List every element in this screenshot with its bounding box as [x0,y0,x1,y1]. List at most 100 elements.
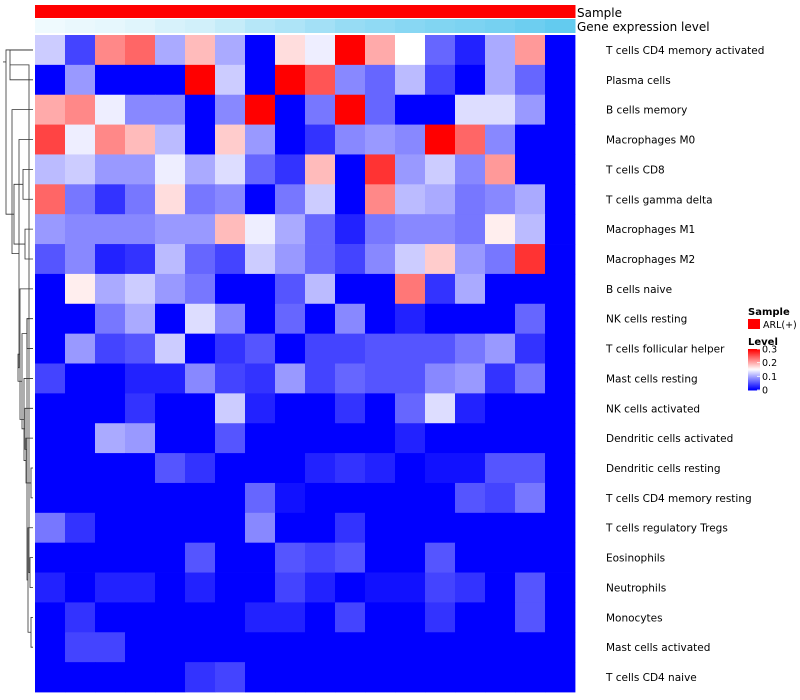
heatmap-cell [35,273,66,305]
heatmap-cell [245,423,276,454]
heatmap-cell [215,632,246,663]
expression-annotation-cell [65,19,96,33]
heatmap-cell [515,453,546,484]
heatmap-cell [125,542,156,573]
heatmap-cell [65,632,96,663]
heatmap-cell [545,363,576,394]
row-label: Eosinophils [606,553,665,565]
heatmap-cell [155,542,186,573]
column-annotations: Sample Gene expression level [35,5,710,34]
heatmap-cell [95,154,126,185]
legend-bar-segment [748,375,760,378]
expression-annotation-cell [365,19,396,33]
expression-annotation-cell [485,19,516,33]
heatmap-cell [125,453,156,484]
heatmap-row [35,184,576,215]
heatmap-cell [215,662,246,693]
heatmap-cell [95,363,126,394]
sample-annotation-bar [35,5,576,18]
row-label: Macrophages M0 [606,135,695,147]
heatmap-cell [245,482,276,514]
row-label: Mast cells activated [606,642,710,654]
heatmap-cell [395,632,426,663]
heatmap-cell [65,482,96,514]
heatmap-cell [125,303,156,335]
legend-bar-segment [748,361,760,363]
heatmap-cell [125,333,156,364]
heatmap-cell [305,154,336,185]
heatmap-cell [95,482,126,514]
sample-annotation-cell [395,5,426,18]
heatmap-cell [545,662,576,693]
heatmap-cell [95,542,126,573]
heatmap-row [35,333,576,364]
heatmap-cell [275,303,306,335]
heatmap-cell [485,184,516,215]
expression-annotation-cell [305,19,336,33]
legend-bar-segment [748,350,760,352]
heatmap-cell [365,35,396,66]
legend-bar-segment [748,387,760,390]
heatmap-cell [365,184,396,215]
legend-bar-segment [748,369,760,372]
heatmap-cell [155,154,186,185]
heatmap-cell [185,363,216,394]
heatmap-cell [485,662,516,693]
heatmap-cell [485,572,516,603]
dendrogram-branch [30,616,33,648]
expression-annotation-cell [95,19,126,33]
heatmap-cell [275,273,306,305]
heatmap-cell [485,363,516,394]
heatmap-cell [35,244,66,275]
heatmap-cell [65,662,96,693]
heatmap-cell [35,393,66,424]
legend-bar-segment [748,382,760,385]
heatmap-cell [335,333,366,364]
legend-bar-segment [748,377,760,380]
heatmap-cell [35,423,66,454]
heatmap-cell [65,64,96,96]
heatmap-cell [125,64,156,96]
expression-annotation-cell [245,19,276,33]
heatmap-cell [425,512,456,544]
heatmap-cell [395,94,426,125]
heatmap-cell [335,572,366,603]
heatmap-cell [215,393,246,424]
heatmap-cell [245,333,276,364]
heatmap-row [35,124,576,155]
heatmap-cell [365,303,396,335]
heatmap-cell [305,273,336,305]
heatmap-cell [395,35,426,66]
heatmap-cell [95,124,126,155]
heatmap-cell [395,363,426,394]
heatmap-cell [365,512,396,544]
heatmap-cell [65,572,96,603]
heatmap-cell [155,453,186,484]
heatmap-cell [215,64,246,96]
legend-bar-segment [748,376,760,379]
sample-annotation-cell [425,5,456,18]
legend-sample-swatch [748,319,760,329]
heatmap-cell [215,453,246,484]
heatmap-cell [425,602,456,633]
legend-bar-segment [748,380,760,383]
heatmap-cell [245,602,276,633]
legend-bar-segment [748,385,760,388]
heatmap-cell [335,632,366,663]
heatmap-cell [395,333,426,364]
heatmap-cell [395,154,426,185]
heatmap-cell [515,303,546,335]
heatmap-cell [425,273,456,305]
legend-bar-segment [748,353,760,355]
heatmap-cell [185,214,216,245]
heatmap-cell [305,632,336,663]
heatmap-cell [545,94,576,125]
legend-bar-segment [748,381,760,384]
heatmap-cell [395,482,426,514]
legend-bar-segment [748,371,760,374]
heatmap-cell [185,333,216,364]
heatmap-cell [305,214,336,245]
expression-annotation-cell [215,19,246,33]
heatmap-cell [455,303,486,335]
heatmap-row [35,94,576,125]
